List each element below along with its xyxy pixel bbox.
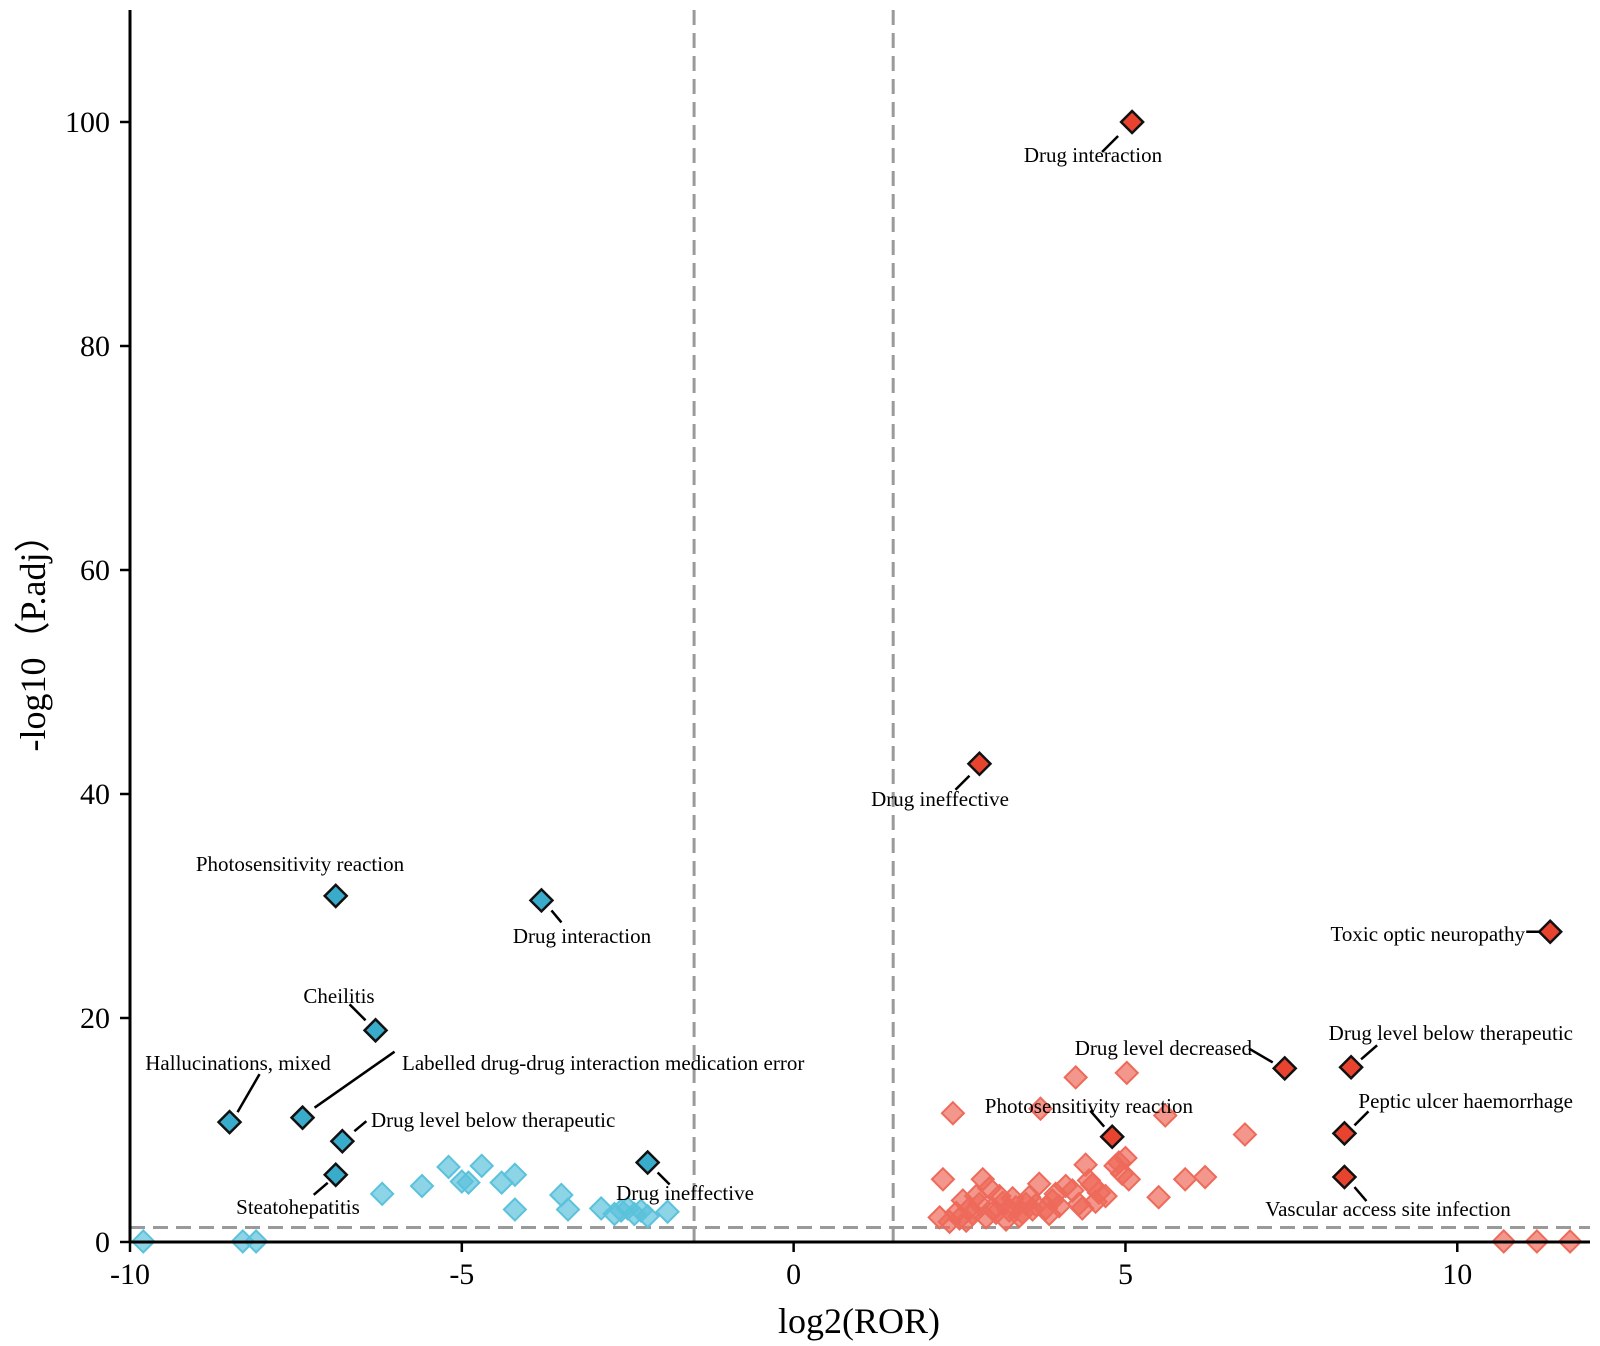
annotation-label-8: Photosensitivity reaction — [196, 852, 405, 876]
point-down_light-4 — [456, 1170, 481, 1196]
annotation-label-12: Labelled drug-drug interaction medicatio… — [402, 1051, 804, 1075]
annotation-leader-15 — [656, 1171, 671, 1186]
annotation-labels: Drug interaction Drug ineffective Toxic op… — [145, 143, 1573, 1221]
point-up_light-55 — [1172, 1166, 1198, 1192]
annotation-label-13: Drug level below therapeutic — [371, 1108, 615, 1132]
x-tick-label-4: 10 — [1442, 1258, 1472, 1291]
series-down_light — [130, 1153, 680, 1254]
point-up_light-50 — [1113, 1145, 1138, 1171]
point-up_highlight-4 — [1338, 1054, 1364, 1081]
point-down_highlight-2 — [362, 1017, 389, 1044]
series-up_highlight — [966, 109, 1563, 1190]
annotation-label-0: Drug interaction — [1024, 143, 1163, 167]
point-down_highlight-6 — [322, 1162, 349, 1188]
point-up_light-54 — [1152, 1103, 1178, 1128]
annotation-label-3: Drug level decreased — [1075, 1036, 1253, 1060]
x-tick-label-2: 0 — [786, 1258, 801, 1291]
point-down_light-0 — [369, 1181, 395, 1207]
annotation-leader-14 — [312, 1181, 329, 1196]
annotation-label-4: Drug level below therapeutic — [1329, 1021, 1573, 1045]
point-up_light-46 — [1093, 1183, 1118, 1209]
annotation-leader-0 — [1101, 135, 1119, 153]
point-down_light-1 — [409, 1173, 435, 1199]
annotation-leader-10 — [348, 1003, 367, 1022]
series-down_highlight — [216, 883, 661, 1188]
x-tick-label-1: -5 — [449, 1258, 474, 1291]
threshold-lines — [130, 10, 1590, 1242]
x-tick-label-3: 5 — [1118, 1258, 1133, 1291]
point-down_light-2 — [436, 1154, 461, 1180]
point-down_light-8 — [502, 1197, 528, 1222]
point-down_highlight-5 — [329, 1128, 356, 1154]
point-up_highlight-7 — [1331, 1164, 1358, 1190]
data-points — [130, 109, 1583, 1254]
y-tick-label-2: 40 — [80, 778, 110, 811]
point-up_highlight-1 — [966, 750, 993, 777]
annotation-leader-7 — [1353, 1186, 1368, 1202]
x-tick-label-0: -10 — [110, 1258, 150, 1291]
point-up_light-30 — [1028, 1096, 1053, 1122]
annotation-leader-13 — [353, 1120, 368, 1133]
point-up_light-29 — [1026, 1171, 1052, 1197]
point-down_light-18 — [655, 1199, 680, 1225]
x-axis-label: log2(ROR) — [778, 1301, 940, 1341]
point-up_light-3 — [940, 1100, 966, 1126]
y-tick-label-0: 0 — [95, 1226, 110, 1259]
point-up_light-35 — [1046, 1193, 1072, 1219]
y-axis-label: -log10（P.adj） — [13, 516, 53, 751]
y-tick-label-1: 20 — [80, 1002, 110, 1035]
point-up_light-57 — [1232, 1122, 1258, 1147]
point-down_light-10 — [555, 1197, 581, 1222]
annotation-label-11: Hallucinations, mixed — [145, 1051, 331, 1075]
y-tick-label-4: 80 — [80, 330, 110, 363]
y-tick-label-3: 60 — [80, 554, 110, 587]
point-up_light-56 — [1192, 1164, 1218, 1190]
series-up_light — [927, 1060, 1583, 1254]
annotation-label-9: Drug interaction — [513, 924, 652, 948]
annotation-label-10: Cheilitis — [303, 984, 374, 1008]
point-down_highlight-4 — [289, 1104, 316, 1131]
annotation-label-5: Photosensitivity reaction — [985, 1094, 1194, 1118]
annotation-leader-3 — [1248, 1047, 1274, 1064]
point-up_highlight-3 — [1271, 1055, 1298, 1082]
annotation-leader-6 — [1353, 1110, 1370, 1127]
annotation-label-15: Drug ineffective — [616, 1181, 754, 1205]
point-up_light-52 — [1116, 1166, 1142, 1192]
point-up_light-1 — [930, 1166, 956, 1192]
point-down_light-7 — [502, 1162, 528, 1188]
point-up_highlight-0 — [1119, 109, 1145, 135]
point-down_light-5 — [469, 1153, 495, 1179]
annotation-leader-9 — [550, 909, 563, 924]
annotation-label-7: Vascular access site infection — [1265, 1197, 1511, 1221]
annotation-leader-5 — [1089, 1109, 1106, 1128]
point-up_light-51 — [1114, 1060, 1140, 1086]
annotation-label-6: Peptic ulcer haemorrhage — [1358, 1089, 1573, 1113]
y-tick-label-5: 100 — [65, 106, 110, 139]
point-up_highlight-5 — [1099, 1123, 1125, 1150]
point-down_highlight-3 — [216, 1109, 243, 1135]
annotation-label-1: Drug ineffective — [871, 787, 1009, 811]
point-down_highlight-1 — [528, 887, 555, 914]
annotation-leader-lines — [236, 135, 1541, 1202]
annotation-leader-11 — [236, 1073, 261, 1113]
point-up_highlight-2 — [1537, 918, 1563, 945]
point-up_light-38 — [1063, 1064, 1089, 1090]
point-up_highlight-6 — [1331, 1120, 1358, 1147]
point-down_highlight-0 — [322, 883, 349, 909]
annotation-label-2: Toxic optic neuropathy — [1331, 922, 1526, 946]
annotation-leader-4 — [1360, 1044, 1378, 1061]
point-down_light-17 — [635, 1203, 661, 1229]
point-down_highlight-7 — [634, 1149, 661, 1176]
annotation-leader-1 — [954, 774, 971, 791]
annotation-leader-12 — [313, 1050, 396, 1109]
point-up_light-53 — [1146, 1184, 1172, 1210]
annotation-label-14: Steatohepatitis — [236, 1195, 360, 1219]
